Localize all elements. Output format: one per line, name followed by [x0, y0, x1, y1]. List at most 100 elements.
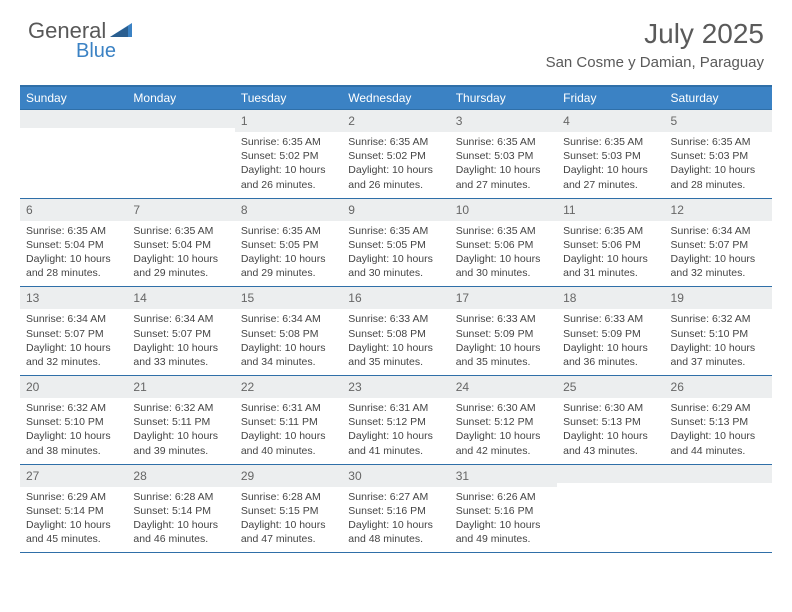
day-info: Sunrise: 6:29 AMSunset: 5:14 PMDaylight:…	[20, 487, 127, 547]
sunrise-line: Sunrise: 6:35 AM	[563, 135, 658, 149]
day-info: Sunrise: 6:35 AMSunset: 5:02 PMDaylight:…	[235, 132, 342, 192]
calendar-bottom-border	[20, 552, 772, 553]
daylight-line: Daylight: 10 hours and 37 minutes.	[671, 341, 766, 369]
sunrise-line: Sunrise: 6:27 AM	[348, 490, 443, 504]
sunrise-line: Sunrise: 6:35 AM	[671, 135, 766, 149]
day-info: Sunrise: 6:26 AMSunset: 5:16 PMDaylight:…	[450, 487, 557, 547]
day-number: 9	[348, 203, 355, 217]
sunset-line: Sunset: 5:15 PM	[241, 504, 336, 518]
day-number-row: 28	[127, 465, 234, 487]
day-number: 22	[241, 380, 254, 394]
day-number: 23	[348, 380, 361, 394]
calendar: SundayMondayTuesdayWednesdayThursdayFrid…	[20, 85, 772, 552]
day-number: 11	[563, 203, 575, 217]
day-info: Sunrise: 6:29 AMSunset: 5:13 PMDaylight:…	[665, 398, 772, 458]
day-info: Sunrise: 6:30 AMSunset: 5:13 PMDaylight:…	[557, 398, 664, 458]
daylight-line: Daylight: 10 hours and 36 minutes.	[563, 341, 658, 369]
sunrise-line: Sunrise: 6:34 AM	[241, 312, 336, 326]
day-cell: 27Sunrise: 6:29 AMSunset: 5:14 PMDayligh…	[20, 465, 127, 553]
day-header-row: SundayMondayTuesdayWednesdayThursdayFrid…	[20, 87, 772, 109]
sunset-line: Sunset: 5:12 PM	[456, 415, 551, 429]
day-info: Sunrise: 6:33 AMSunset: 5:08 PMDaylight:…	[342, 309, 449, 369]
sunrise-line: Sunrise: 6:31 AM	[348, 401, 443, 415]
day-number: 21	[133, 380, 146, 394]
sunrise-line: Sunrise: 6:30 AM	[563, 401, 658, 415]
daylight-line: Daylight: 10 hours and 29 minutes.	[241, 252, 336, 280]
day-number-row: 9	[342, 199, 449, 221]
sunset-line: Sunset: 5:13 PM	[671, 415, 766, 429]
daylight-line: Daylight: 10 hours and 31 minutes.	[563, 252, 658, 280]
daylight-line: Daylight: 10 hours and 45 minutes.	[26, 518, 121, 546]
day-cell: 31Sunrise: 6:26 AMSunset: 5:16 PMDayligh…	[450, 465, 557, 553]
day-number: 4	[563, 114, 570, 128]
day-cell: 17Sunrise: 6:33 AMSunset: 5:09 PMDayligh…	[450, 287, 557, 375]
day-number: 3	[456, 114, 463, 128]
sunrise-line: Sunrise: 6:34 AM	[133, 312, 228, 326]
daylight-line: Daylight: 10 hours and 49 minutes.	[456, 518, 551, 546]
day-number-row: 26	[665, 376, 772, 398]
day-info: Sunrise: 6:35 AMSunset: 5:04 PMDaylight:…	[20, 221, 127, 281]
day-cell: 15Sunrise: 6:34 AMSunset: 5:08 PMDayligh…	[235, 287, 342, 375]
day-number: 6	[26, 203, 33, 217]
sunrise-line: Sunrise: 6:28 AM	[133, 490, 228, 504]
day-header: Saturday	[665, 87, 772, 109]
day-number-row: 12	[665, 199, 772, 221]
day-header: Wednesday	[342, 87, 449, 109]
sunset-line: Sunset: 5:10 PM	[671, 327, 766, 341]
day-number-row: 17	[450, 287, 557, 309]
day-number-row	[665, 465, 772, 483]
week-row: 6Sunrise: 6:35 AMSunset: 5:04 PMDaylight…	[20, 198, 772, 287]
week-row: 27Sunrise: 6:29 AMSunset: 5:14 PMDayligh…	[20, 464, 772, 553]
day-info: Sunrise: 6:27 AMSunset: 5:16 PMDaylight:…	[342, 487, 449, 547]
day-header: Friday	[557, 87, 664, 109]
sunset-line: Sunset: 5:11 PM	[133, 415, 228, 429]
day-cell: 13 Sunrise: 6:34 AMSunset: 5:07 PMDayligh…	[20, 287, 127, 375]
sunrise-line: Sunrise: 6:29 AM	[671, 401, 766, 415]
location: San Cosme y Damian, Paraguay	[546, 54, 764, 71]
sunset-line: Sunset: 5:05 PM	[241, 238, 336, 252]
logo-triangle-icon	[110, 21, 132, 42]
sunrise-line: Sunrise: 6:33 AM	[456, 312, 551, 326]
sunrise-line: Sunrise: 6:33 AM	[563, 312, 658, 326]
logo-word2: Blue	[76, 40, 116, 63]
sunrise-line: Sunrise: 6:35 AM	[241, 135, 336, 149]
sunset-line: Sunset: 5:07 PM	[671, 238, 766, 252]
day-number: 5	[671, 114, 678, 128]
day-number: 13	[26, 291, 39, 305]
sunset-line: Sunset: 5:04 PM	[133, 238, 228, 252]
day-cell: 29Sunrise: 6:28 AMSunset: 5:15 PMDayligh…	[235, 465, 342, 553]
daylight-line: Daylight: 10 hours and 39 minutes.	[133, 429, 228, 457]
sunset-line: Sunset: 5:03 PM	[456, 149, 551, 163]
day-info: Sunrise: 6:33 AMSunset: 5:09 PMDaylight:…	[450, 309, 557, 369]
sunrise-line: Sunrise: 6:34 AM	[26, 312, 121, 326]
daylight-line: Daylight: 10 hours and 26 minutes.	[348, 163, 443, 191]
day-number-row: 14	[127, 287, 234, 309]
day-cell: 24Sunrise: 6:30 AMSunset: 5:12 PMDayligh…	[450, 376, 557, 464]
sunrise-line: Sunrise: 6:35 AM	[348, 224, 443, 238]
day-info: Sunrise: 6:35 AMSunset: 5:03 PMDaylight:…	[557, 132, 664, 192]
day-number-row: 19	[665, 287, 772, 309]
day-info: Sunrise: 6:35 AMSunset: 5:02 PMDaylight:…	[342, 132, 449, 192]
daylight-line: Daylight: 10 hours and 47 minutes.	[241, 518, 336, 546]
day-info: Sunrise: 6:34 AMSunset: 5:07 PMDaylight:…	[20, 309, 127, 369]
day-number: 30	[348, 469, 361, 483]
sunset-line: Sunset: 5:07 PM	[133, 327, 228, 341]
sunrise-line: Sunrise: 6:32 AM	[26, 401, 121, 415]
day-number-row	[557, 465, 664, 483]
day-cell: 11Sunrise: 6:35 AMSunset: 5:06 PMDayligh…	[557, 199, 664, 287]
day-number: 14	[133, 291, 146, 305]
day-cell: 23Sunrise: 6:31 AMSunset: 5:12 PMDayligh…	[342, 376, 449, 464]
daylight-line: Daylight: 10 hours and 34 minutes.	[241, 341, 336, 369]
day-number-row: 25	[557, 376, 664, 398]
week-row: 13Sunrise: 6:34 AMSunset: 5:07 PMDayligh…	[20, 286, 772, 375]
week-row: 1Sunrise: 6:35 AMSunset: 5:02 PMDaylight…	[20, 109, 772, 198]
sunset-line: Sunset: 5:13 PM	[563, 415, 658, 429]
day-cell: 9Sunrise: 6:35 AMSunset: 5:05 PMDaylight…	[342, 199, 449, 287]
day-info: Sunrise: 6:33 AMSunset: 5:09 PMDaylight:…	[557, 309, 664, 369]
sunrise-line: Sunrise: 6:35 AM	[26, 224, 121, 238]
sunset-line: Sunset: 5:14 PM	[26, 504, 121, 518]
day-number-row: 23	[342, 376, 449, 398]
daylight-line: Daylight: 10 hours and 40 minutes.	[241, 429, 336, 457]
sunrise-line: Sunrise: 6:34 AM	[671, 224, 766, 238]
daylight-line: Daylight: 10 hours and 46 minutes.	[133, 518, 228, 546]
